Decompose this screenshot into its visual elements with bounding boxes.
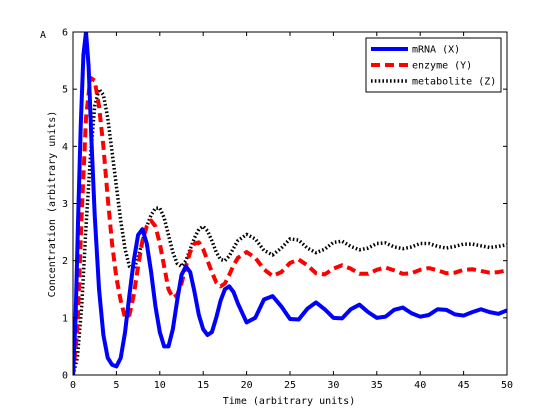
y-tick-label: 5	[62, 85, 68, 96]
series-line-2	[73, 87, 507, 375]
x-tick-label: 10	[154, 380, 166, 391]
y-tick-label: 6	[62, 28, 68, 39]
x-tick-label: 30	[327, 380, 339, 391]
y-tick-label: 2	[62, 256, 68, 267]
y-tick-label: 0	[62, 371, 68, 382]
y-tick-label: 1	[62, 313, 68, 324]
legend-label: metabolite (Z)	[412, 77, 496, 88]
x-tick-label: 0	[70, 380, 76, 391]
y-tick-label: 4	[62, 142, 68, 153]
x-tick-label: 20	[241, 380, 253, 391]
x-tick-label: 15	[197, 380, 209, 391]
plot-area	[73, 32, 507, 375]
series-line-1	[73, 75, 507, 375]
x-tick-label: 45	[458, 380, 470, 391]
x-axis-title: Time (arbitrary units)	[223, 396, 355, 407]
legend-label: enzyme (Y)	[412, 61, 472, 72]
x-tick-label: 40	[414, 380, 426, 391]
x-tick-label: 50	[501, 380, 513, 391]
x-tick-label: 5	[113, 380, 119, 391]
y-axis-title: Concentration (arbitrary units)	[47, 111, 58, 298]
y-tick-label: 3	[62, 199, 68, 210]
legend-label: mRNA (X)	[412, 45, 460, 56]
x-tick-label: 25	[284, 380, 296, 391]
x-tick-label: 35	[371, 380, 383, 391]
series-line-0	[73, 32, 507, 375]
legend: mRNA (X) enzyme (Y) metabolite (Z)	[365, 37, 502, 93]
panel-label: A	[40, 30, 46, 41]
